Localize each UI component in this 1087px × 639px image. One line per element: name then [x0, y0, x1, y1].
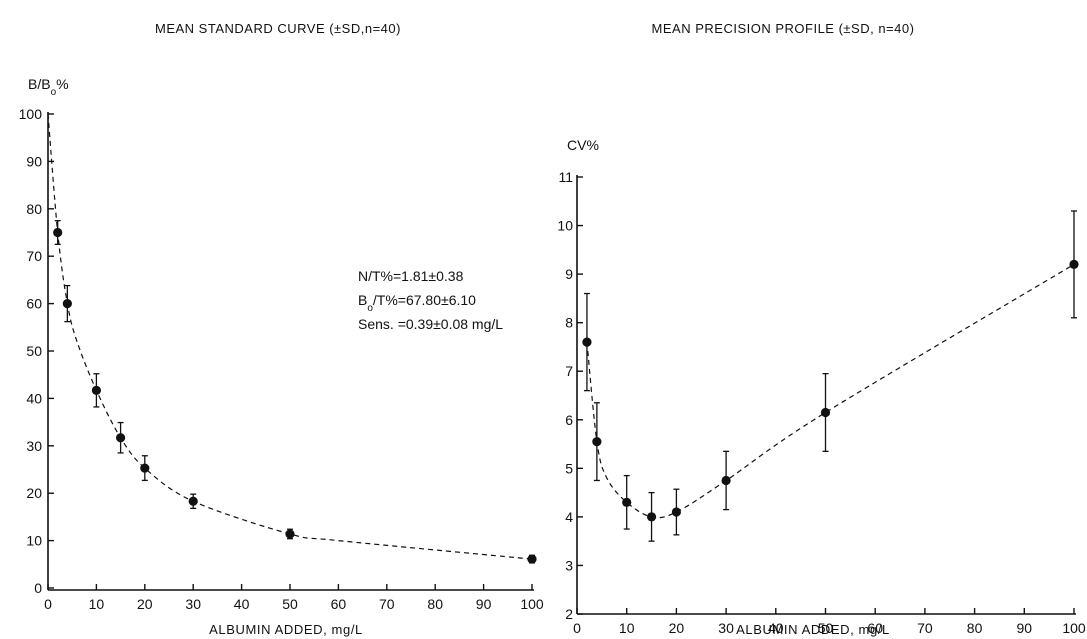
y-tick-label: 7: [565, 363, 573, 379]
precision-profile-panel: MEAN PRECISION PROFILE (±SD, n=40) CV% 2…: [557, 21, 1085, 637]
data-point-with-sd: [285, 528, 295, 540]
x-tick-label: 40: [234, 596, 250, 612]
y-tick-label: 3: [565, 557, 573, 573]
y-tick-label: 11: [558, 169, 573, 185]
x-tick-label: 50: [818, 620, 834, 636]
y-tick-label: 60: [26, 296, 42, 312]
precision-profile-x-ticks: 0 10 20 30 40 50 60 70 80 90 100: [573, 608, 1086, 636]
data-point: [53, 227, 63, 238]
data-point: [582, 337, 592, 347]
y-tick-label: 20: [26, 485, 42, 501]
data-point: [188, 496, 198, 506]
data-point-with-sd: [646, 491, 657, 542]
data-point-with-sd: [592, 402, 602, 482]
y-tick-label: 5: [565, 460, 573, 476]
data-point-with-sd: [622, 474, 632, 530]
annotation-bot: Bo/T%=67.80±6.10: [358, 292, 476, 314]
standard-curve-fit-line: [47, 113, 533, 560]
x-tick-label: 20: [137, 596, 153, 612]
data-point-with-sd: [188, 493, 198, 510]
y-tick-label: 10: [557, 218, 573, 234]
precision-profile-points: [582, 210, 1079, 542]
y-tick-label: 9: [565, 266, 573, 282]
data-point-with-sd: [721, 450, 731, 511]
y-tick-label: 40: [26, 390, 42, 406]
y-tick-label: 30: [26, 438, 42, 454]
precision-profile-title: MEAN PRECISION PROFILE (±SD, n=40): [652, 21, 915, 36]
x-tick-label: 100: [1062, 620, 1086, 636]
precision-profile-xlabel: ALBUMIN ADDED, mg/L: [736, 622, 890, 637]
data-point-with-sd: [527, 554, 537, 564]
data-point: [721, 475, 731, 486]
x-tick-label: 30: [718, 620, 734, 636]
data-point: [527, 554, 537, 564]
x-tick-label: 0: [44, 596, 52, 612]
y-tick-label: 6: [565, 412, 573, 428]
precision-profile-fit-line: [586, 263, 1075, 519]
x-tick-label: 70: [917, 620, 933, 636]
data-point-with-sd: [91, 373, 101, 408]
data-point: [62, 299, 72, 309]
data-point: [671, 507, 682, 517]
y-tick-label: 8: [565, 315, 573, 331]
x-tick-label: 60: [867, 620, 883, 636]
y-tick-label: 4: [565, 509, 573, 525]
data-point: [140, 463, 150, 473]
y-tick-label: 2: [565, 606, 573, 622]
annotation-sens: Sens. =0.39±0.08 mg/L: [358, 316, 503, 332]
y-tick-label: 0: [34, 580, 42, 596]
standard-curve-y-ticks: 0 10 20 30 40 50 60 70 80 90 100: [19, 106, 54, 596]
annotation-nt: N/T%=1.81±0.38: [358, 268, 464, 284]
data-point: [116, 433, 126, 443]
precision-profile-y-ticks: 2 3 4 5 6 7 8 9 10 11: [557, 169, 583, 622]
x-tick-label: 10: [619, 620, 635, 636]
x-tick-label: 90: [1017, 620, 1033, 636]
data-point: [1069, 259, 1079, 269]
data-point: [820, 407, 831, 418]
x-tick-label: 0: [573, 620, 581, 636]
data-point-with-sd: [62, 284, 72, 323]
standard-curve-title: MEAN STANDARD CURVE (±SD,n=40): [155, 21, 401, 36]
x-tick-label: 10: [89, 596, 105, 612]
data-point-with-sd: [582, 292, 592, 392]
data-point-with-sd: [1069, 210, 1079, 319]
standard-curve-ylabel: B/Bo%: [28, 76, 69, 98]
data-point-with-sd: [53, 219, 63, 246]
y-tick-label: 10: [26, 533, 42, 549]
data-point: [622, 497, 632, 507]
y-tick-label: 90: [26, 153, 42, 169]
standard-curve-xlabel: ALBUMIN ADDED, mg/L: [209, 622, 363, 637]
precision-profile-ylabel: CV%: [567, 137, 599, 153]
data-point: [285, 529, 295, 539]
x-tick-label: 70: [379, 596, 395, 612]
data-point: [646, 512, 657, 522]
x-tick-label: 40: [768, 620, 784, 636]
x-tick-label: 100: [520, 596, 544, 612]
x-tick-label: 20: [669, 620, 685, 636]
y-tick-label: 80: [26, 201, 42, 217]
standard-curve-panel: MEAN STANDARD CURVE (±SD,n=40) B/Bo% 0 10…: [19, 21, 544, 637]
data-point-with-sd: [140, 455, 150, 482]
data-point-with-sd: [820, 372, 831, 452]
data-point-with-sd: [671, 488, 682, 536]
y-tick-label: 70: [26, 248, 42, 264]
data-point: [91, 385, 101, 395]
data-point: [592, 437, 602, 447]
x-tick-label: 80: [427, 596, 443, 612]
data-point-with-sd: [116, 421, 126, 454]
x-tick-label: 90: [476, 596, 492, 612]
standard-curve-points: [53, 219, 537, 564]
x-tick-label: 30: [185, 596, 201, 612]
y-tick-label: 50: [26, 343, 42, 359]
x-tick-label: 50: [282, 596, 298, 612]
x-tick-label: 80: [967, 620, 983, 636]
y-tick-label: 100: [19, 106, 43, 122]
standard-curve-x-ticks: 0 10 20 30 40 50 60 70 80 90 100: [44, 584, 544, 612]
x-tick-label: 60: [331, 596, 347, 612]
